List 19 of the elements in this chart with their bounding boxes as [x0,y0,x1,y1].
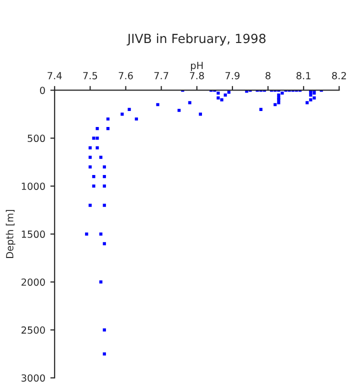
x-tick-label: 8.1 [296,72,310,80]
x-tick-label: 7.9 [226,72,240,80]
x-tick-label: 7.4 [48,72,62,80]
y-tick-label: 3000 [22,374,45,382]
x-tick-label: 7.8 [190,72,204,80]
x-axis-title: pH [191,62,203,72]
x-tick-label: 7.7 [154,72,168,80]
y-tick-label: 2000 [22,278,45,286]
x-tick-label: 7.5 [83,72,98,80]
y-tick-label: 2500 [22,326,45,334]
y-tick-label: 1000 [22,182,45,190]
y-tick-label: 500 [28,134,45,142]
y-tick-label: 1500 [22,230,45,238]
x-tick-label: 7.6 [118,72,133,80]
y-axis-title: Depth [m] [6,210,16,258]
y-tick-label: 0 [40,86,45,94]
chart-title: JIVB in February, 1998 [126,34,266,46]
x-tick-label: 8.2 [332,72,346,80]
x-tick-label: 8 [266,72,270,80]
